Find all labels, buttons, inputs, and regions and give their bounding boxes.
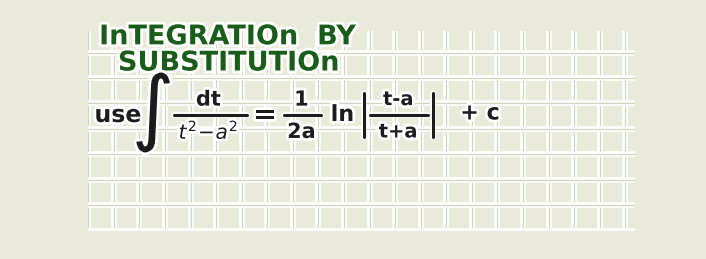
Text: SUBSTITUTIOn: SUBSTITUTIOn (99, 51, 340, 76)
Text: 1: 1 (294, 90, 309, 110)
Text: + c: + c (460, 103, 500, 124)
Text: dt: dt (196, 90, 221, 110)
Text: t-a: t-a (383, 90, 414, 109)
Text: $\int$: $\int$ (131, 73, 172, 154)
Text: use: use (95, 103, 141, 127)
Text: 2a: 2a (287, 122, 316, 142)
Text: ln: ln (330, 105, 354, 125)
Text: =: = (253, 101, 277, 129)
Text: InTEGRATIOn  BY: InTEGRATIOn BY (99, 24, 357, 50)
Text: $t^2\!-\!a^2$: $t^2\!-\!a^2$ (179, 121, 238, 143)
Text: t+a: t+a (378, 123, 418, 141)
